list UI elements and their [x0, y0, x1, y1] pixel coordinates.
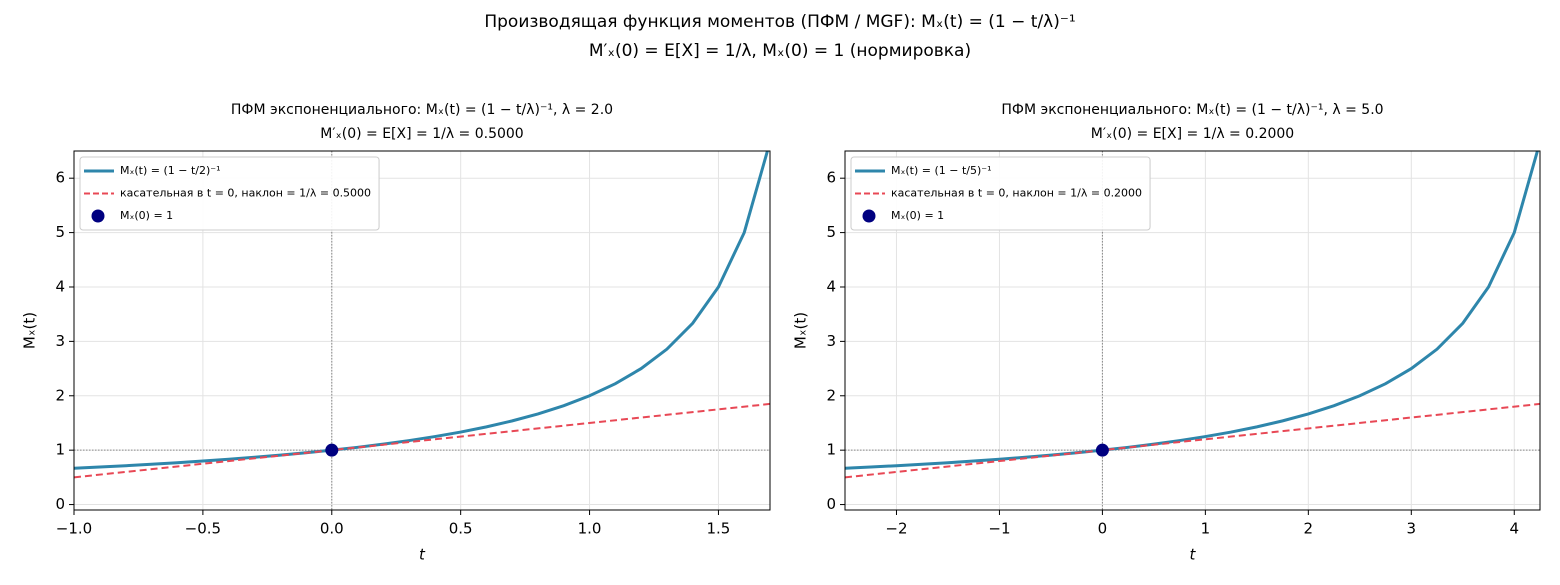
tangent-line	[845, 402, 1540, 479]
legend-marker	[91, 209, 105, 223]
y-axis-label: Mₓ(t)	[21, 312, 39, 349]
legend-box	[79, 156, 380, 231]
x-tick-label: 0.0	[320, 520, 344, 538]
x-tick-label: −1.0	[56, 520, 92, 538]
legend-label: Mₓ(t) = (1 − t/2)⁻¹	[120, 164, 221, 177]
marker-point	[1095, 443, 1109, 457]
y-tick-label: 4	[55, 277, 65, 295]
legend-label: касательная в t = 0, наклон = 1/λ = 0.20…	[891, 187, 1142, 200]
axes-title: ПФМ экспоненциального: Mₓ(t) = (1 − t/λ)…	[231, 102, 613, 118]
y-tick-label: 1	[55, 441, 65, 459]
panel: ПФМ экспоненциального: Mₓ(t) = (1 − t/λ)…	[792, 102, 1541, 564]
legend-marker	[862, 209, 876, 223]
x-axis-label: t	[1190, 546, 1197, 564]
panel: ПФМ экспоненциального: Mₓ(t) = (1 − t/λ)…	[21, 102, 771, 564]
mgf-curve	[74, 151, 769, 470]
axes-title: M′ₓ(0) = E[X] = 1/λ = 0.2000	[1091, 126, 1294, 142]
plot-area	[845, 151, 1540, 510]
x-tick-label: 4	[1509, 520, 1519, 538]
axes-title: ПФМ экспоненциального: Mₓ(t) = (1 − t/λ)…	[1001, 102, 1383, 118]
mgf-curve	[845, 151, 1539, 470]
x-tick-label: 2	[1304, 520, 1314, 538]
y-tick-label: 2	[826, 386, 836, 404]
y-tick-label: 0	[826, 495, 836, 513]
figure-subtitle: M′ₓ(0) = E[X] = 1/λ, Mₓ(0) = 1 (нормиров…	[589, 41, 971, 61]
x-tick-label: −0.5	[185, 520, 221, 538]
x-tick-label: −2	[885, 520, 907, 538]
y-tick-label: 5	[55, 223, 65, 241]
x-tick-label: 1	[1201, 520, 1211, 538]
y-tick-label: 0	[55, 495, 65, 513]
axes-frame	[844, 150, 1541, 511]
x-tick-label: 0.5	[449, 520, 473, 538]
tangent-line	[74, 402, 770, 479]
x-tick-label: 0	[1098, 520, 1108, 538]
y-tick-label: 2	[55, 386, 65, 404]
y-axis-label: Mₓ(t)	[792, 312, 810, 349]
plot-area	[74, 151, 770, 510]
legend-label: Mₓ(0) = 1	[891, 209, 944, 222]
axes-title: M′ₓ(0) = E[X] = 1/λ = 0.5000	[320, 126, 523, 142]
x-tick-label: 1.5	[707, 520, 731, 538]
y-tick-label: 6	[55, 169, 65, 187]
x-tick-label: 3	[1407, 520, 1417, 538]
figure-title: Производящая функция моментов (ПФМ / MGF…	[484, 12, 1075, 32]
x-axis-label: t	[419, 546, 426, 564]
y-tick-label: 5	[826, 223, 836, 241]
x-tick-label: −1	[988, 520, 1010, 538]
y-tick-label: 3	[55, 332, 65, 350]
legend-label: касательная в t = 0, наклон = 1/λ = 0.50…	[120, 187, 371, 200]
axes-frame	[73, 150, 771, 511]
marker-point	[325, 443, 339, 457]
legend-label: Mₓ(t) = (1 − t/5)⁻¹	[891, 164, 992, 177]
y-tick-label: 1	[826, 441, 836, 459]
y-tick-label: 4	[826, 277, 836, 295]
y-tick-label: 6	[826, 169, 836, 187]
x-tick-label: 1.0	[578, 520, 602, 538]
y-tick-label: 3	[826, 332, 836, 350]
legend: Mₓ(t) = (1 − t/5)⁻¹ касательная в t = 0, …	[850, 156, 1151, 231]
legend-box	[850, 156, 1151, 231]
legend-label: Mₓ(0) = 1	[120, 209, 173, 222]
legend: Mₓ(t) = (1 − t/2)⁻¹ касательная в t = 0, …	[79, 156, 380, 231]
